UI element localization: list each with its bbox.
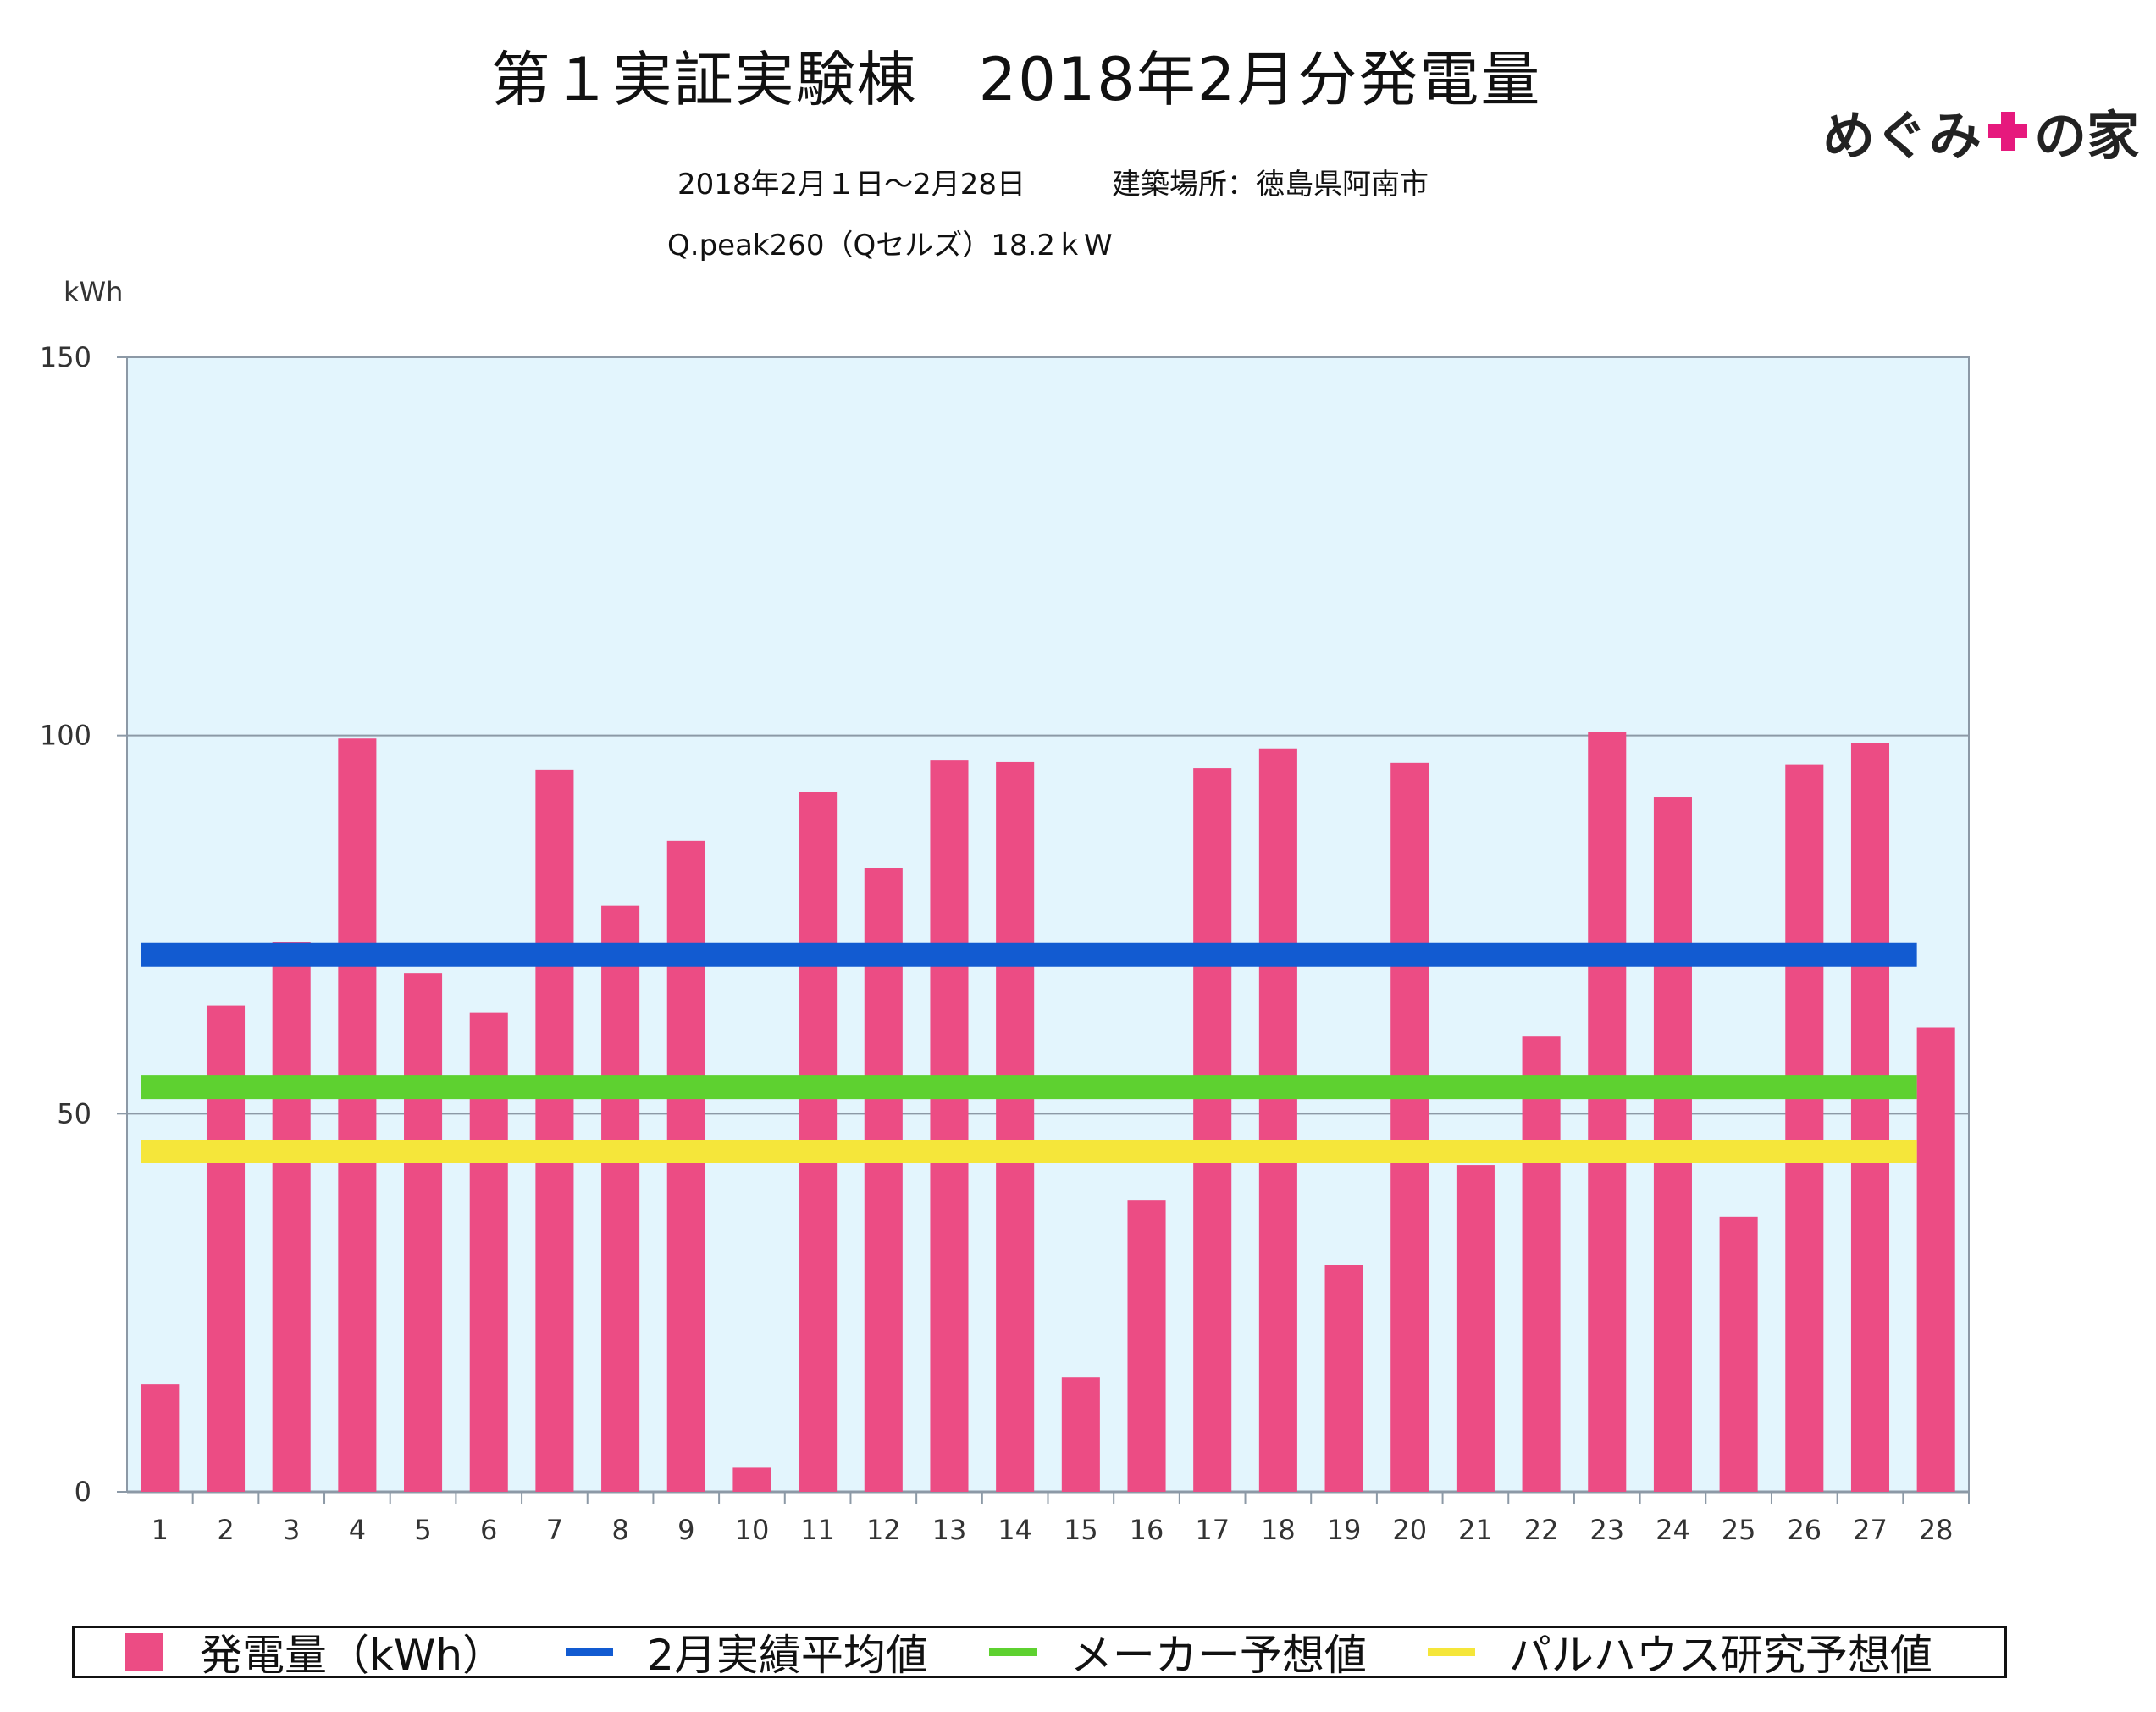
y-tick-label: 150	[40, 341, 91, 373]
x-tick-label: 17	[1195, 1514, 1230, 1546]
y-tick-label: 100	[40, 720, 91, 752]
legend-item-generation: 発電量（kWh）	[125, 1621, 505, 1682]
x-tick-label: 12	[866, 1514, 901, 1546]
x-tick-label: 25	[1722, 1514, 1756, 1546]
bar-day-28	[1916, 1027, 1955, 1492]
x-tick-label: 4	[349, 1514, 366, 1546]
legend-swatch-generation	[125, 1633, 163, 1671]
bar-day-1	[141, 1384, 180, 1492]
chart-title: 第１実証実験棟 2018年2月分発電量	[490, 45, 1542, 114]
bar-day-16	[1127, 1200, 1166, 1492]
bar-day-26	[1785, 764, 1824, 1492]
x-tick-label: 9	[677, 1514, 694, 1546]
legend-swatch-research	[1427, 1648, 1475, 1656]
x-tick-label: 14	[998, 1514, 1032, 1546]
legend-item-research: パルハウス研究予想値	[1427, 1621, 1932, 1682]
bar-day-23	[1588, 732, 1627, 1492]
x-tick-label: 27	[1853, 1514, 1888, 1546]
x-tick-label: 11	[800, 1514, 835, 1546]
bar-day-7	[535, 769, 574, 1492]
legend-label-average: 2月実績平均値	[647, 1631, 928, 1680]
x-tick-label: 7	[546, 1514, 563, 1546]
x-tick-label: 2	[217, 1514, 234, 1546]
bar-day-22	[1522, 1036, 1561, 1492]
x-tick-label: 18	[1261, 1514, 1296, 1546]
x-tick-label: 3	[283, 1514, 300, 1546]
legend-swatch-maker	[988, 1648, 1037, 1656]
legend-item-average: 2月実績平均値	[566, 1621, 928, 1682]
x-tick-label: 10	[735, 1514, 770, 1546]
bar-day-4	[338, 738, 377, 1492]
x-tick-label: 26	[1787, 1514, 1822, 1546]
y-tick-label: 50	[57, 1097, 91, 1129]
x-tick-label: 28	[1919, 1514, 1954, 1546]
x-tick-label: 22	[1524, 1514, 1559, 1546]
bar-day-18	[1258, 748, 1297, 1492]
x-tick-label: 1	[152, 1514, 169, 1546]
plot-area	[126, 356, 1970, 1493]
legend-swatch-average	[566, 1648, 614, 1656]
legend-label-maker: メーカー予想値	[1070, 1631, 1367, 1680]
logo-text-left: めぐみ	[1822, 105, 1982, 167]
bar-day-3	[272, 942, 311, 1492]
y-tick-label: 0	[75, 1476, 91, 1508]
bar-day-20	[1390, 762, 1429, 1492]
bar-day-8	[601, 905, 640, 1492]
x-tick-label: 5	[414, 1514, 431, 1546]
legend-item-maker: メーカー予想値	[988, 1621, 1367, 1682]
chart-subtitle-period: 2018年2月１日～2月28日 建築場所：徳島県阿南市	[677, 168, 1429, 202]
bar-day-27	[1850, 743, 1890, 1492]
x-tick-label: 8	[611, 1514, 628, 1546]
bar-day-10	[732, 1467, 771, 1492]
bar-day-15	[1061, 1377, 1100, 1492]
legend-label-generation: 発電量（kWh）	[200, 1631, 506, 1680]
x-tick-label: 20	[1392, 1514, 1427, 1546]
bar-day-25	[1719, 1216, 1758, 1492]
bar-day-17	[1193, 768, 1232, 1492]
bar-day-14	[996, 761, 1035, 1492]
plus-icon	[1987, 112, 2027, 151]
bar-day-21	[1456, 1165, 1495, 1492]
x-tick-label: 19	[1327, 1514, 1362, 1546]
x-tick-label: 23	[1589, 1514, 1624, 1546]
bar-day-12	[864, 868, 903, 1492]
x-tick-label: 6	[480, 1514, 497, 1546]
bar-day-9	[666, 840, 705, 1492]
x-tick-label: 24	[1656, 1514, 1690, 1546]
legend-label-research: パルハウス研究予想値	[1508, 1631, 1932, 1680]
legend: 発電量（kWh） 2月実績平均値 メーカー予想値 パルハウス研究予想値	[72, 1626, 2007, 1680]
brand-logo: めぐみ の家	[1822, 93, 2139, 169]
x-tick-label: 21	[1458, 1514, 1493, 1546]
x-tick-label: 16	[1130, 1514, 1164, 1546]
y-axis-label: kWh	[64, 276, 124, 308]
chart-subtitle-panel: Q.peak260（Qセルズ）18.2ｋW	[667, 229, 1113, 262]
bar-day-13	[930, 760, 969, 1492]
bar-day-19	[1324, 1265, 1363, 1492]
bar-day-5	[404, 973, 443, 1492]
logo-text-right: の家	[2033, 105, 2139, 167]
x-tick-label: 13	[932, 1514, 967, 1546]
x-tick-label: 15	[1064, 1514, 1098, 1546]
